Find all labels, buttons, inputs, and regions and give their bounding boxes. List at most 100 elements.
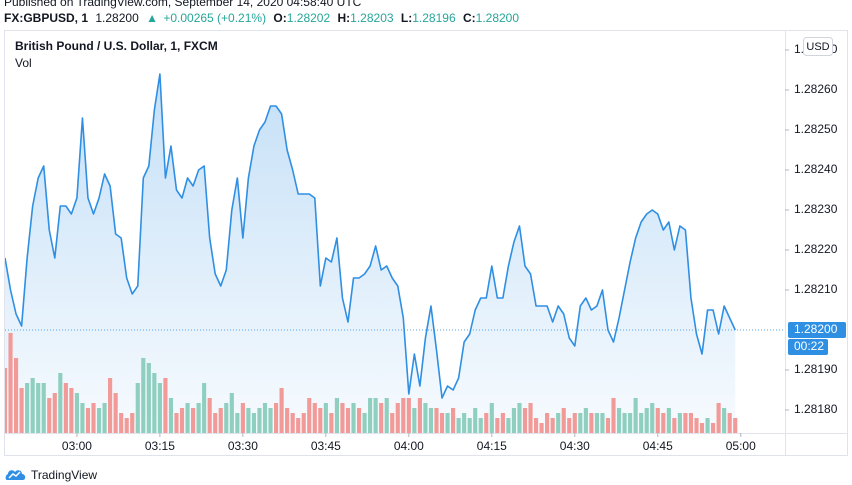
change-arrow: ▲ <box>146 11 158 25</box>
x-tick-label: 04:45 <box>643 439 673 453</box>
volume-bar <box>224 403 229 433</box>
volume-bar <box>80 403 85 433</box>
volume-bar <box>163 378 168 433</box>
volume-bar <box>246 408 251 433</box>
volume-bar <box>113 393 118 433</box>
change: +0.00265 (+0.21%) <box>163 11 266 25</box>
volume-bar <box>108 378 113 433</box>
volume-bar <box>185 403 190 433</box>
volume-bar <box>329 413 334 433</box>
currency-box <box>803 37 833 56</box>
ohlc-key: L: <box>401 11 412 25</box>
volume-bar <box>5 368 8 433</box>
x-tick-label: 04:15 <box>477 439 507 453</box>
volume-bar <box>611 398 616 433</box>
volume-bar <box>69 388 74 433</box>
volume-bar <box>434 408 439 433</box>
volume-bar <box>25 383 30 433</box>
x-tick-label: 04:00 <box>394 439 424 453</box>
price-label: 1.28200 <box>794 322 838 336</box>
volume-bar <box>334 398 339 433</box>
ohlc-value: 1.28200 <box>476 11 520 25</box>
published-note: Published on TradingView.com, September … <box>4 0 362 9</box>
volume-bar <box>52 393 57 433</box>
volume-bar <box>257 408 262 433</box>
volume-bar <box>628 413 633 433</box>
x-tick-label: 03:30 <box>228 439 258 453</box>
volume-bar <box>462 413 467 433</box>
volume-bar <box>318 408 323 433</box>
symbol: FX:GBPUSD, 1 <box>4 11 88 25</box>
volume-bar <box>85 408 91 433</box>
volume-bar <box>522 408 528 433</box>
volume-bar <box>616 408 622 433</box>
volume-bar <box>484 413 489 433</box>
volume-bar <box>456 418 461 433</box>
volume-bar <box>495 418 500 433</box>
plot-area <box>5 73 785 433</box>
volume-bar <box>196 403 201 433</box>
volume-bar <box>727 413 732 433</box>
volume-bar <box>705 418 710 433</box>
volume-bar <box>174 413 179 433</box>
ohlc-value: 1.28196 <box>412 11 456 25</box>
volume-bar <box>489 403 494 433</box>
volume-bar <box>694 418 699 433</box>
volume-bar <box>600 413 605 433</box>
volume-bar <box>356 408 362 433</box>
area-fill <box>5 74 736 433</box>
volume-bar <box>650 403 655 433</box>
volume-bar <box>63 383 68 433</box>
volume-bar <box>677 413 682 433</box>
volume-bar <box>213 413 218 433</box>
volume-bar <box>207 398 212 433</box>
volume-bar <box>191 408 196 433</box>
axes: 1.28180 1.28190 1.28210 1.28220 1.28230 1.282… <box>62 37 846 453</box>
ohlc-key: H: <box>338 11 351 25</box>
x-tick-label: 03:45 <box>311 439 341 453</box>
volume-bar <box>583 408 588 433</box>
x-tick-label: 04:30 <box>560 439 590 453</box>
volume-bar <box>511 408 517 433</box>
volume-bar <box>439 413 445 433</box>
price-line <box>5 73 736 399</box>
volume-bar <box>368 398 373 433</box>
y-tick-label: 1.28240 <box>794 162 838 176</box>
volume-bar <box>699 423 705 433</box>
y-tick-label: 1.28220 <box>794 242 838 256</box>
volume-bar <box>323 403 328 433</box>
volume-bar <box>390 413 395 433</box>
volume-bar <box>639 413 644 433</box>
volume-bar <box>733 418 738 433</box>
y-tick-label: 1.28180 <box>794 402 838 416</box>
volume-bar <box>379 403 384 433</box>
volume-bar <box>406 398 411 433</box>
y-tick-label: 1.28250 <box>794 122 838 136</box>
volume-bar <box>179 408 185 433</box>
volume-bar <box>124 418 129 433</box>
volume-bar <box>168 398 174 433</box>
volume-bar <box>683 413 688 433</box>
volume-bar <box>423 403 428 433</box>
volume-bar <box>633 398 638 433</box>
volume-bar <box>661 413 666 433</box>
volume-bar <box>301 413 306 433</box>
ohlc-value: 1.28202 <box>287 11 331 25</box>
volume-bar <box>8 333 13 433</box>
panel-border <box>4 30 848 456</box>
volume-bar <box>119 413 124 433</box>
volume-bar <box>533 418 539 433</box>
volume-bar <box>141 358 146 433</box>
volume-bar <box>130 413 135 433</box>
volume-bar <box>362 413 367 433</box>
volume-bar <box>340 403 345 433</box>
ohlc-key: C: <box>463 11 476 25</box>
volume-bar <box>417 398 422 433</box>
y-tick-label: 1.28260 <box>794 82 838 96</box>
chart-title: British Pound / U.S. Dollar, 1, FXCM <box>15 39 218 53</box>
brand-name: TradingView <box>31 468 97 482</box>
ohlc-value: 1.28203 <box>350 11 394 25</box>
volume-bar <box>567 418 572 433</box>
x-tick-label: 03:15 <box>145 439 175 453</box>
